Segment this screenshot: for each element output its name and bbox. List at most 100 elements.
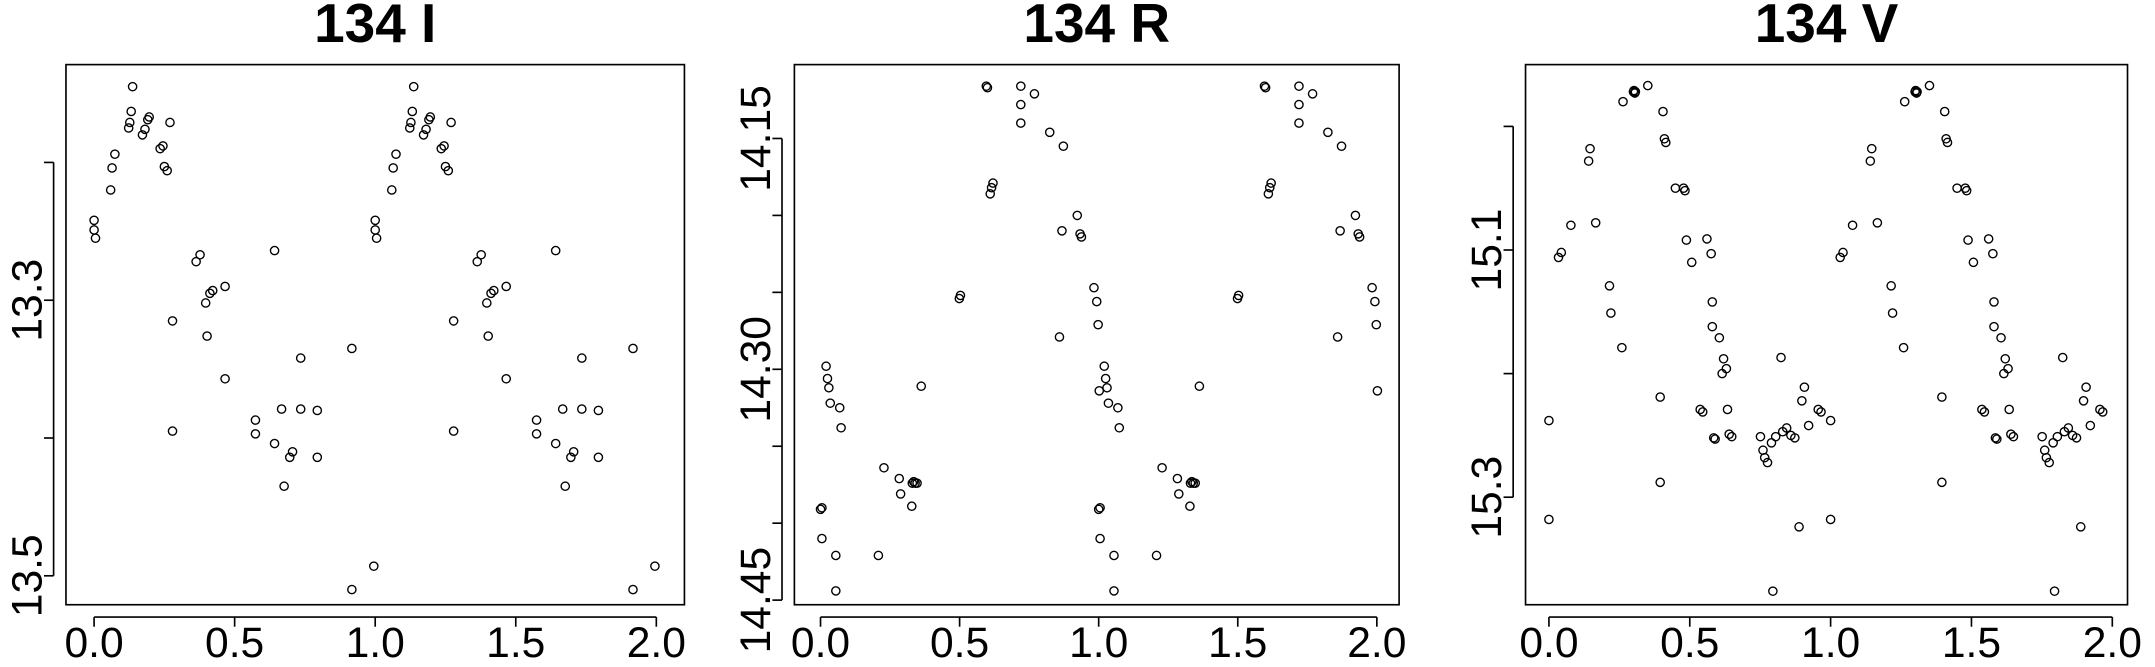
- point: [1367, 282, 1377, 293]
- point: [1680, 185, 1690, 196]
- point: [985, 189, 996, 199]
- point: [137, 130, 148, 140]
- x-tick-label: 2.0: [1347, 619, 1406, 667]
- x-tick-label: 1.5: [1208, 619, 1267, 667]
- point: [2085, 420, 2096, 431]
- y-tick-label: 14.45: [732, 547, 780, 654]
- point: [167, 316, 178, 326]
- point: [2044, 457, 2055, 468]
- point: [628, 584, 638, 595]
- point: [1937, 392, 1947, 402]
- point: [531, 429, 542, 439]
- point: [295, 404, 306, 414]
- point: [907, 478, 918, 488]
- point: [1979, 407, 1990, 417]
- point: [1794, 522, 1804, 532]
- point: [1093, 504, 1104, 515]
- point: [557, 404, 568, 414]
- point: [1054, 332, 1065, 342]
- point: [1553, 252, 1564, 263]
- point: [1044, 127, 1055, 138]
- point: [1681, 235, 1692, 245]
- point: [1294, 81, 1304, 91]
- point: [126, 106, 136, 117]
- point: [200, 298, 211, 308]
- point: [448, 316, 459, 326]
- point: [123, 123, 134, 133]
- point: [1816, 407, 1826, 417]
- point: [1264, 182, 1275, 193]
- point: [1185, 501, 1195, 512]
- point: [1630, 86, 1641, 97]
- plot-box: [1524, 63, 2129, 606]
- point: [368, 561, 379, 571]
- point: [1185, 478, 1196, 488]
- point: [165, 117, 175, 128]
- point: [1190, 478, 1201, 488]
- point: [2081, 382, 2091, 393]
- point: [476, 249, 486, 260]
- point: [418, 130, 429, 140]
- point: [1350, 210, 1361, 221]
- point: [1899, 96, 1910, 107]
- point: [1094, 386, 1105, 396]
- point: [1658, 106, 1668, 117]
- point: [1961, 185, 1972, 196]
- x-tick-label: 1.5: [1942, 619, 2001, 667]
- panel: 134 V 0.0 0.5 1.0 1.5 2.0 15.1 15.3: [1463, 0, 2142, 667]
- point: [916, 381, 927, 392]
- point: [205, 288, 215, 299]
- point: [448, 426, 459, 436]
- point: [347, 343, 357, 354]
- point: [1544, 514, 1554, 525]
- point: [1556, 247, 1567, 258]
- x-tick-label: 0.0: [791, 619, 850, 667]
- point: [1872, 218, 1883, 228]
- point: [1996, 332, 2006, 343]
- point: [269, 245, 280, 256]
- point: [391, 149, 401, 159]
- point: [1697, 407, 1708, 417]
- point: [89, 225, 99, 235]
- point: [2000, 353, 2011, 364]
- point: [1912, 86, 1922, 97]
- point: [1707, 297, 1718, 307]
- point: [982, 82, 993, 93]
- point: [371, 233, 382, 244]
- point: [895, 489, 906, 499]
- point: [370, 215, 381, 226]
- point: [1114, 422, 1125, 433]
- x-tick-label: 0.5: [1660, 619, 1719, 667]
- point: [1076, 232, 1087, 242]
- point: [1803, 420, 1814, 431]
- point: [1259, 81, 1270, 91]
- point: [105, 185, 116, 195]
- point: [110, 149, 120, 159]
- point: [1722, 404, 1733, 415]
- x-tick-label: 0.0: [64, 619, 123, 667]
- point: [1372, 386, 1383, 396]
- point: [370, 225, 381, 235]
- point: [386, 185, 397, 195]
- point: [1151, 550, 1162, 561]
- x-tick-label: 0.0: [1519, 619, 1578, 667]
- point: [1989, 321, 1999, 332]
- point: [486, 288, 496, 299]
- plot-box: [65, 63, 686, 606]
- x-tick-label: 1.0: [1801, 619, 1860, 667]
- point: [2003, 363, 2013, 374]
- point: [550, 438, 561, 449]
- panel-title: 134 I: [314, 0, 436, 54]
- point: [2071, 433, 2082, 443]
- point: [1963, 235, 1973, 245]
- point: [560, 481, 571, 492]
- point: [873, 550, 884, 561]
- point: [155, 143, 165, 154]
- point: [347, 584, 357, 595]
- point: [1566, 220, 1576, 231]
- point: [1686, 257, 1697, 268]
- panel: 134 I 0.0 0.5 1.0 1.5 2.0 13.3 13.5: [3, 0, 685, 667]
- point: [1089, 282, 1099, 293]
- point: [1371, 319, 1382, 330]
